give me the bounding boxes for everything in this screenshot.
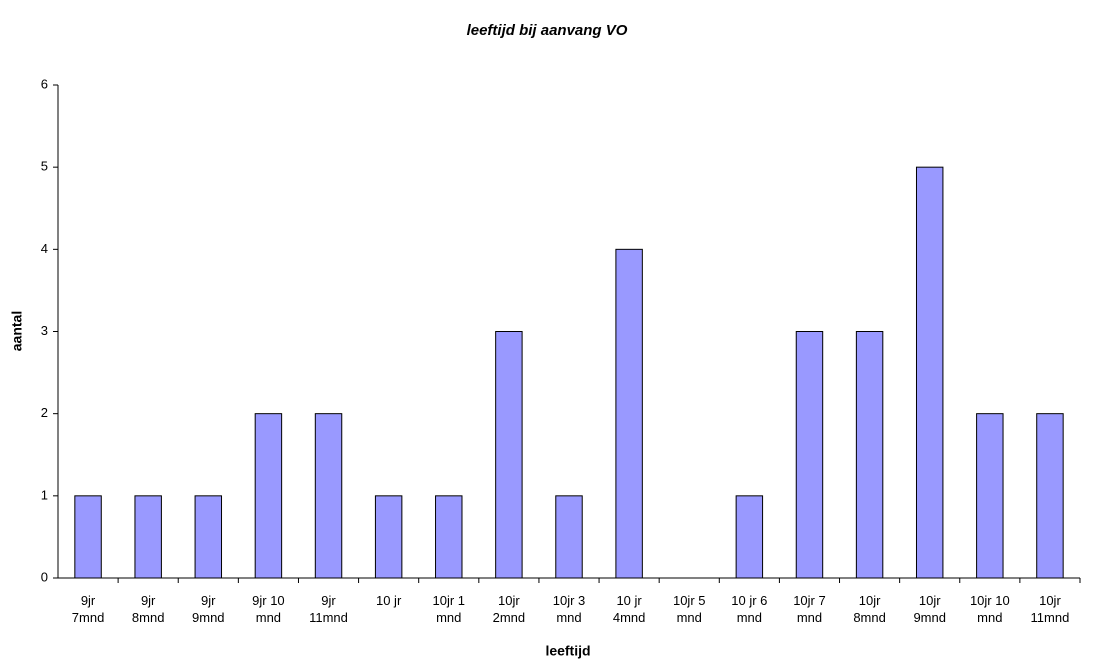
bar bbox=[735, 495, 764, 579]
x-tick-label: 10 jr 6 mnd bbox=[731, 593, 768, 625]
bar bbox=[976, 413, 1004, 579]
x-tick-label: 10jr 1 mnd bbox=[432, 593, 466, 625]
x-axis-label: leeftijd bbox=[545, 643, 590, 659]
bar bbox=[855, 331, 884, 579]
x-tick-label: 10jr 3 mnd bbox=[552, 593, 586, 625]
x-tick-label: 10jr 7 mnd bbox=[793, 593, 826, 625]
bar bbox=[194, 495, 223, 579]
y-tick-label: 1 bbox=[41, 487, 48, 502]
bar bbox=[254, 413, 283, 579]
x-tick-label: 9jr 11mnd bbox=[309, 593, 348, 625]
bar bbox=[314, 413, 343, 579]
x-tick-label: 9jr 7mnd bbox=[71, 593, 105, 625]
y-tick-label: 3 bbox=[41, 323, 48, 338]
x-tick-label: 10jr 11mnd bbox=[1030, 593, 1070, 625]
x-tick-label: 10 jr 4mnd bbox=[612, 593, 646, 625]
bar bbox=[435, 495, 463, 579]
bar bbox=[555, 495, 583, 579]
bar bbox=[1036, 413, 1064, 579]
y-tick-label: 5 bbox=[41, 159, 48, 174]
x-tick-label: 9jr 10 mnd bbox=[252, 593, 285, 625]
bar bbox=[134, 495, 162, 579]
bar bbox=[495, 331, 523, 579]
x-tick-label: 10 jr bbox=[375, 593, 402, 608]
bar bbox=[74, 495, 102, 579]
x-tick-label: 9jr 9mnd bbox=[192, 593, 225, 625]
bar bbox=[795, 331, 824, 579]
bar bbox=[615, 248, 643, 579]
x-tick-label: 9jr 8mnd bbox=[131, 593, 165, 625]
y-tick-label: 0 bbox=[41, 569, 48, 584]
x-tick-label: 10jr 5 mnd bbox=[672, 593, 706, 625]
y-tick-label: 4 bbox=[41, 241, 48, 256]
x-tick-label: 10jr 2mnd bbox=[492, 593, 526, 625]
x-tick-label: 10jr 10 mnd bbox=[969, 593, 1010, 625]
chart-title: leeftijd bij aanvang VO bbox=[467, 22, 628, 39]
bar bbox=[374, 495, 403, 579]
x-tick-label: 10jr 9mnd bbox=[913, 593, 946, 625]
y-axis-label: aantal bbox=[9, 311, 25, 351]
bar bbox=[915, 166, 944, 579]
x-tick-label: 10jr 8mnd bbox=[853, 593, 886, 625]
y-tick-label: 2 bbox=[41, 405, 48, 420]
y-tick-label: 6 bbox=[41, 76, 48, 91]
